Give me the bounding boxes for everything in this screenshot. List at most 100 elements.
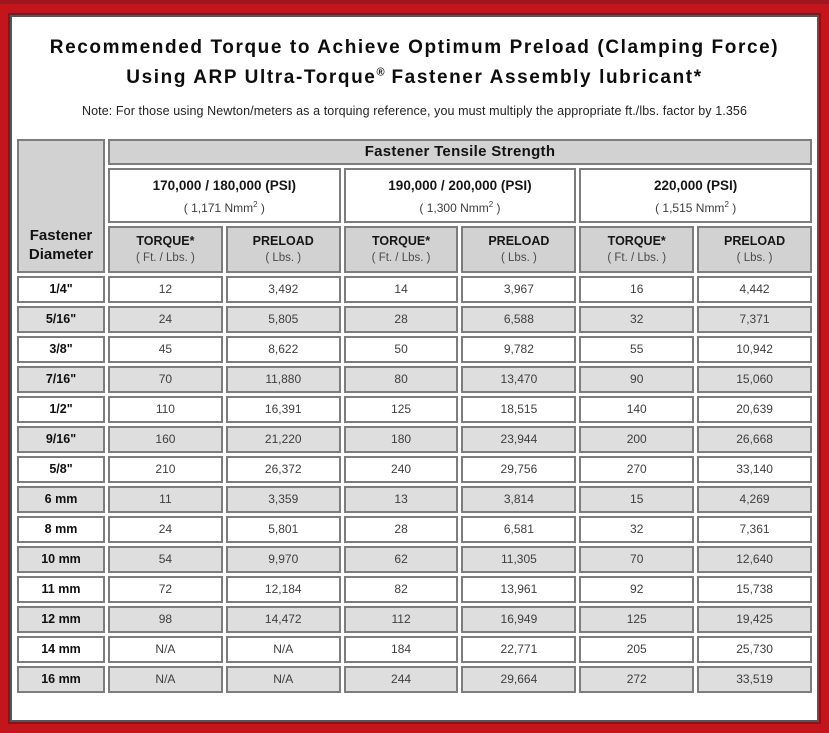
torque-value-cell: 45 [108,335,223,363]
preload-value-cell: 23,944 [461,425,577,453]
preload-value-cell: 16,949 [461,605,577,633]
preload-value-cell: 9,970 [225,545,341,573]
table-row: 6 mm 11 3,359 13 3,814 15 4,269 [17,485,812,513]
preload-value-cell: 7,361 [697,515,812,543]
preload-value-cell: 9,782 [461,335,577,363]
preload-value-cell: 18,515 [461,395,577,423]
torque-value-cell: 82 [343,575,459,603]
torque-value-cell: 14 [343,275,459,303]
torque-value-cell: 98 [108,605,223,633]
torque-value-cell: 112 [343,605,459,633]
table-row: 11 mm 72 12,184 82 13,961 92 15,738 [17,575,812,603]
torque-value-cell: 28 [343,305,459,333]
nmm-value: ( 1,515 Nmm2 ) [655,199,737,215]
torque-value-cell: 125 [343,395,459,423]
torque-value-cell: 244 [343,665,459,693]
strength-header-170-180: 170,000 / 180,000 (PSI) ( 1,171 Nmm2 ) [108,167,341,223]
torque-value-cell: 24 [108,515,223,543]
fastener-diameter-cell: 7/16" [17,365,105,393]
preload-value-cell: 16,391 [225,395,341,423]
preload-value-cell: 25,730 [697,635,812,663]
fastener-diameter-cell: 10 mm [17,545,105,573]
torque-value-cell: 70 [108,365,223,393]
table-row: 1/2" 110 16,391 125 18,515 140 20,639 [17,395,812,423]
table-row: 1/4" 12 3,492 14 3,967 16 4,442 [17,275,812,303]
torque-value-cell: 32 [579,515,695,543]
fastener-diameter-cell: 5/8" [17,455,105,483]
torque-unit: ( Ft. / Lbs. ) [136,251,195,264]
torque-value-cell: 11 [108,485,223,513]
torque-value-cell: 180 [343,425,459,453]
preload-value-cell: 12,184 [225,575,341,603]
preload-value-cell: 20,639 [697,395,812,423]
table-row: 12 mm 98 14,472 112 16,949 125 19,425 [17,605,812,633]
title-block: Recommended Torque to Achieve Optimum Pr… [14,17,815,136]
torque-value-cell: 24 [108,305,223,333]
torque-value-cell: 32 [579,305,695,333]
preload-value-cell: 21,220 [225,425,341,453]
table-row: 10 mm 54 9,970 62 11,305 70 12,640 [17,545,812,573]
strength-header-190-200: 190,000 / 200,000 (PSI) ( 1,300 Nmm2 ) [343,167,577,223]
preload-value-cell: 6,588 [461,305,577,333]
table-row: 16 mm N/A N/A 244 29,664 272 33,519 [17,665,812,693]
torque-value-cell: N/A [108,665,223,693]
preload-label: PRELOAD [252,233,314,248]
torque-label: TORQUE* [607,233,666,248]
fastener-diameter-cell: 1/4" [17,275,105,303]
fastener-diameter-cell: 9/16" [17,425,105,453]
preload-value-cell: 33,519 [697,665,812,693]
torque-value-cell: 210 [108,455,223,483]
table-row: 7/16" 70 11,880 80 13,470 90 15,060 [17,365,812,393]
preload-value-cell: 11,880 [225,365,341,393]
torque-column-header: TORQUE* ( Ft. / Lbs. ) [579,225,695,273]
group-header-tensile-strength: Fastener Tensile Strength [108,138,812,165]
preload-value-cell: 29,756 [461,455,577,483]
table-row: 5/16" 24 5,805 28 6,588 32 7,371 [17,305,812,333]
preload-column-header: PRELOAD ( Lbs. ) [697,225,812,273]
preload-value-cell: 19,425 [697,605,812,633]
torque-value-cell: 72 [108,575,223,603]
preload-value-cell: 11,305 [461,545,577,573]
preload-value-cell: N/A [225,665,341,693]
table-row: 3/8" 45 8,622 50 9,782 55 10,942 [17,335,812,363]
fastener-diameter-cell: 16 mm [17,665,105,693]
preload-value-cell: 3,492 [225,275,341,303]
preload-value-cell: 13,470 [461,365,577,393]
preload-label: PRELOAD [724,233,786,248]
torque-value-cell: 54 [108,545,223,573]
fastener-diameter-cell: 6 mm [17,485,105,513]
torque-value-cell: 16 [579,275,695,303]
torque-value-cell: 272 [579,665,695,693]
torque-value-cell: 160 [108,425,223,453]
title-line-2-pre: Using ARP Ultra-Torque [126,67,377,89]
fastener-diameter-cell: 3/8" [17,335,105,363]
preload-value-cell: 10,942 [697,335,812,363]
preload-column-header: PRELOAD ( Lbs. ) [461,225,577,273]
table-row: 9/16" 160 21,220 180 23,944 200 26,668 [17,425,812,453]
fastener-diameter-cell: 8 mm [17,515,105,543]
preload-unit: ( Lbs. ) [265,251,302,264]
torque-column-header: TORQUE* ( Ft. / Lbs. ) [108,225,223,273]
psi-value: 170,000 / 180,000 (PSI) [152,177,296,193]
torque-label: TORQUE* [136,233,195,248]
preload-value-cell: 26,372 [225,455,341,483]
preload-unit: ( Lbs. ) [736,251,773,264]
torque-unit: ( Ft. / Lbs. ) [607,251,667,264]
preload-value-cell: 5,805 [225,305,341,333]
title-line-1: Recommended Torque to Achieve Optimum Pr… [49,37,780,58]
torque-value-cell: N/A [108,635,223,663]
preload-value-cell: N/A [225,635,341,663]
table-row: 14 mm N/A N/A 184 22,771 205 25,730 [17,635,812,663]
torque-value-cell: 270 [579,455,695,483]
registered-trademark-symbol: ® [376,67,385,80]
nmm-value: ( 1,171 Nmm2 ) [183,199,265,215]
torque-value-cell: 55 [579,335,695,363]
preload-value-cell: 15,738 [697,575,812,603]
page-title: Recommended Torque to Achieve Optimum Pr… [34,33,795,94]
table-body: 1/4" 12 3,492 14 3,967 16 4,442 5/16" 24 5,805 28 6… [17,275,812,693]
fastener-diameter-cell: 12 mm [17,605,105,633]
preload-value-cell: 15,060 [697,365,812,393]
torque-value-cell: 50 [343,335,459,363]
torque-column-header: TORQUE* ( Ft. / Lbs. ) [343,225,459,273]
preload-value-cell: 26,668 [697,425,812,453]
